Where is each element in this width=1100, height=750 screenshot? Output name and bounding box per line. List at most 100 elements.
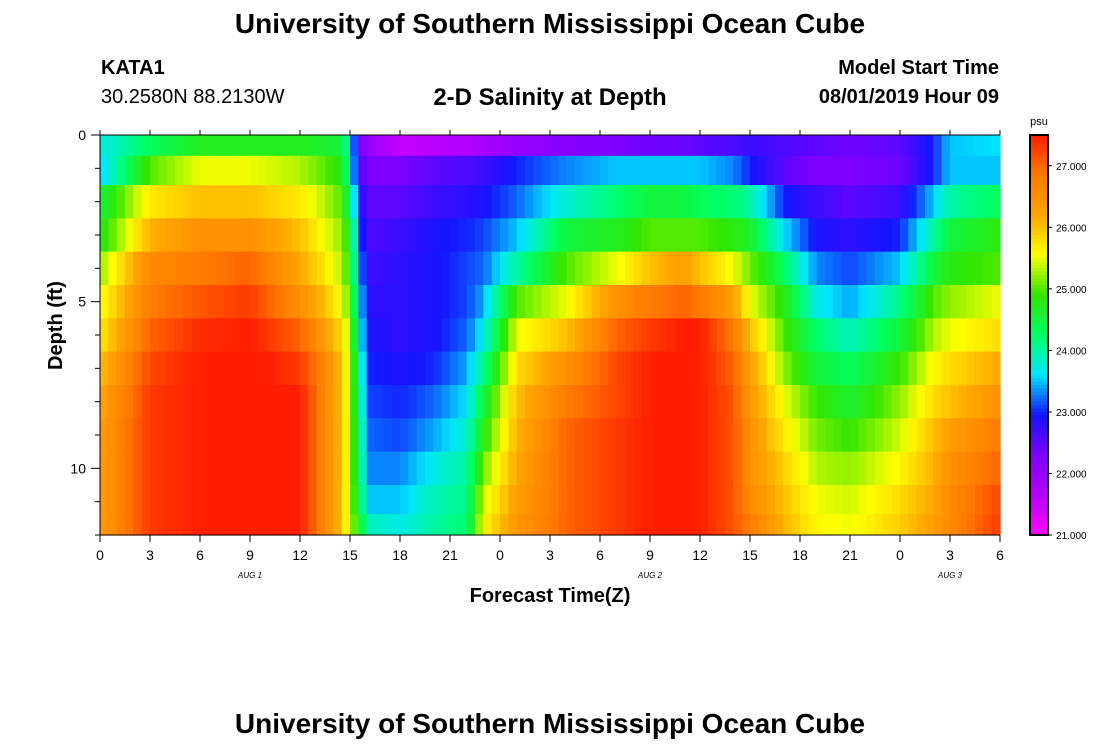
heatmap-cell [516, 155, 526, 186]
heatmap-cell [166, 285, 176, 319]
heatmap-cell [291, 385, 301, 419]
colorbar-segment [1030, 465, 1048, 469]
heatmap-cell [958, 155, 968, 186]
heatmap-cell [425, 385, 434, 419]
heatmap-cell [750, 514, 759, 536]
heatmap-cell [933, 185, 943, 219]
heatmap-cell [241, 351, 251, 386]
heatmap-cell [791, 385, 801, 419]
heatmap-cell [958, 135, 968, 157]
heatmap-cell [791, 155, 801, 186]
heatmap-cell [333, 155, 343, 186]
heatmap-cell [758, 418, 768, 453]
heatmap-cell [833, 418, 843, 453]
heatmap-cell [216, 418, 226, 453]
heatmap-cell [283, 385, 293, 419]
heatmap-cell [358, 418, 368, 453]
heatmap-cell [416, 418, 426, 453]
heatmap-cell [308, 351, 318, 386]
heatmap-cell [750, 218, 759, 253]
heatmap-cell [191, 185, 201, 219]
heatmap-cell [933, 451, 943, 486]
heatmap-cell [141, 418, 151, 453]
heatmap-cell [375, 385, 384, 419]
heatmap-cell [175, 451, 184, 486]
footer-title: University of Southern Mississippi Ocean… [234, 708, 866, 739]
heatmap-cell [733, 485, 743, 515]
heatmap-cell [916, 251, 926, 286]
heatmap-cell [416, 155, 426, 186]
heatmap-cell [958, 514, 968, 536]
heatmap-cell [808, 385, 818, 419]
heatmap-cell [541, 514, 551, 536]
heatmap-cell [683, 285, 693, 319]
heatmap-cell [691, 185, 701, 219]
heatmap-cell [450, 251, 459, 286]
heatmap-cell [291, 514, 301, 536]
heatmap-cell [316, 385, 326, 419]
heatmap-cell [866, 285, 876, 319]
heatmap-cell [966, 485, 976, 515]
colorbar-segment [1030, 241, 1048, 246]
heatmap-cell [975, 135, 984, 157]
heatmap-cell [708, 351, 718, 386]
heatmap-cell [150, 451, 159, 486]
heatmap-cell [308, 485, 318, 515]
heatmap-cell [383, 385, 393, 419]
heatmap-cell [291, 418, 301, 453]
x-tick-label: 3 [946, 547, 954, 563]
heatmap-cell [350, 451, 359, 486]
heatmap-cell [300, 285, 309, 319]
heatmap-cell [116, 418, 126, 453]
heatmap-cell [983, 185, 993, 219]
heatmap-cell [283, 318, 293, 353]
heatmap-cell [175, 385, 184, 419]
colorbar-segment [1030, 158, 1048, 163]
heatmap-cell [966, 135, 976, 157]
heatmap-cell [208, 385, 218, 419]
colorbar-segment [1030, 405, 1048, 409]
heatmap-cell [675, 218, 684, 253]
heatmap-cell [241, 451, 251, 486]
heatmap-cell [450, 218, 459, 253]
heatmap-cell [791, 514, 801, 536]
heatmap-cell [516, 385, 526, 419]
heatmap-cell [350, 351, 359, 386]
heatmap-cell [533, 318, 543, 353]
heatmap-cell [991, 418, 1001, 453]
heatmap-cell [833, 218, 843, 253]
heatmap-cell [425, 318, 434, 353]
heatmap-cell [591, 185, 601, 219]
heatmap-cell [641, 485, 651, 515]
colorbar-tick-label: 26.000 [1056, 223, 1087, 234]
heatmap-cell [375, 135, 384, 157]
heatmap-cell [983, 514, 993, 536]
heatmap-cell [933, 351, 943, 386]
colorbar-segment [1030, 515, 1048, 519]
heatmap-cell [541, 155, 551, 186]
heatmap-cell [691, 285, 701, 319]
heatmap-cell [766, 385, 776, 419]
heatmap-cell [933, 485, 943, 515]
colorbar-segment [1030, 338, 1048, 343]
heatmap-cell [708, 514, 718, 536]
heatmap-cell [625, 514, 634, 536]
heatmap-cell [741, 155, 751, 186]
heatmap-cell [525, 251, 534, 286]
heatmap-cell [491, 285, 501, 319]
colorbar-segment [1030, 151, 1048, 156]
heatmap-cell [125, 155, 134, 186]
heatmap-cell [250, 451, 259, 486]
heatmap-cell [491, 451, 501, 486]
heatmap-cell [683, 318, 693, 353]
heatmap-cell [750, 485, 759, 515]
heatmap-cell [816, 351, 826, 386]
heatmap-cell [925, 218, 934, 253]
heatmap-cell [633, 514, 643, 536]
heatmap-cell [125, 485, 134, 515]
heatmap-cell [625, 155, 634, 186]
heatmap-cell [358, 318, 368, 353]
heatmap-cell [425, 251, 434, 286]
heatmap-cell [550, 185, 559, 219]
heatmap-cell [841, 385, 851, 419]
